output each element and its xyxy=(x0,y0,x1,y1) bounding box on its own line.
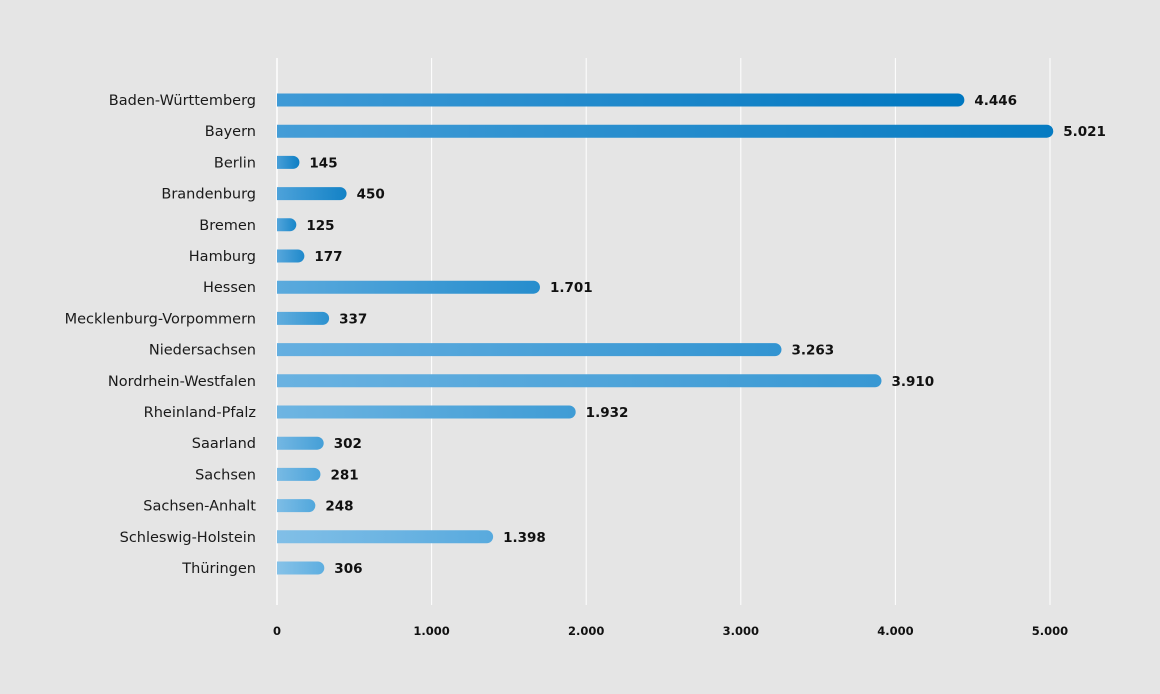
category-label: Hessen xyxy=(203,280,256,296)
category-label: Brandenburg xyxy=(161,187,256,203)
value-labels: 4.446 5.021 145 450 125 177 1.701 337 3.263 3.910… xyxy=(306,93,1106,577)
value-label: 248 xyxy=(325,499,353,515)
bar-sachsen xyxy=(277,467,321,481)
category-label: Rheinland-Pfalz xyxy=(144,405,256,421)
value-label: 281 xyxy=(330,467,358,483)
gridlines xyxy=(431,58,1051,605)
value-label: 177 xyxy=(314,249,342,265)
bar-nordrhein-westfalen xyxy=(277,374,882,388)
bar-berlin xyxy=(277,155,300,169)
category-label: Mecklenburg-Vorpommern xyxy=(65,311,256,327)
value-label: 1.932 xyxy=(586,405,629,421)
x-tick-labels: 0 1.000 2.000 3.000 4.000 5.000 xyxy=(273,624,1068,638)
category-label: Baden-Württemberg xyxy=(109,93,256,109)
bar-mecklenburg-vorpommern xyxy=(277,311,330,325)
category-label: Hamburg xyxy=(189,249,256,265)
value-label: 302 xyxy=(334,436,362,452)
value-label: 450 xyxy=(357,187,385,203)
value-label: 337 xyxy=(339,311,367,327)
value-label: 145 xyxy=(309,155,337,171)
category-label: Schleswig-Holstein xyxy=(120,530,256,546)
x-tick-label: 0 xyxy=(273,624,281,638)
bar-hamburg xyxy=(277,249,305,263)
bar-schleswig-holstein xyxy=(277,530,494,544)
bar-baden-württemberg xyxy=(277,93,965,107)
x-tick-label: 3.000 xyxy=(723,624,759,638)
x-tick-label: 5.000 xyxy=(1032,624,1068,638)
bar-hessen xyxy=(277,280,540,294)
bar-bayern xyxy=(277,124,1054,138)
bar-niedersachsen xyxy=(277,343,782,357)
bar-thüringen xyxy=(277,561,325,575)
category-label: Nordrhein-Westfalen xyxy=(108,374,256,390)
category-label: Berlin xyxy=(214,155,256,171)
x-tick-label: 4.000 xyxy=(877,624,913,638)
category-labels: Baden-Württemberg Bayern Berlin Brandenburg… xyxy=(65,93,257,577)
bar-rheinland-pfalz xyxy=(277,405,576,419)
category-label: Bayern xyxy=(205,124,256,140)
category-label: Thüringen xyxy=(181,561,256,577)
bar-sachsen-anhalt xyxy=(277,499,316,513)
value-label: 3.910 xyxy=(891,374,934,390)
bar-saarland xyxy=(277,436,324,450)
bar-bremen xyxy=(277,218,297,232)
value-label: 1.398 xyxy=(503,530,546,546)
category-label: Bremen xyxy=(199,218,256,234)
value-label: 1.701 xyxy=(550,280,593,296)
category-label: Sachsen xyxy=(195,467,256,483)
bar-brandenburg xyxy=(277,187,347,201)
category-label: Sachsen-Anhalt xyxy=(143,499,256,515)
category-label: Saarland xyxy=(192,436,256,452)
value-label: 5.021 xyxy=(1063,124,1106,140)
x-tick-label: 1.000 xyxy=(413,624,449,638)
category-label: Niedersachsen xyxy=(149,343,256,359)
x-tick-label: 2.000 xyxy=(568,624,604,638)
value-label: 4.446 xyxy=(974,93,1017,109)
bars xyxy=(277,93,1054,575)
value-label: 125 xyxy=(306,218,334,234)
value-label: 306 xyxy=(334,561,362,577)
value-label: 3.263 xyxy=(791,343,834,359)
